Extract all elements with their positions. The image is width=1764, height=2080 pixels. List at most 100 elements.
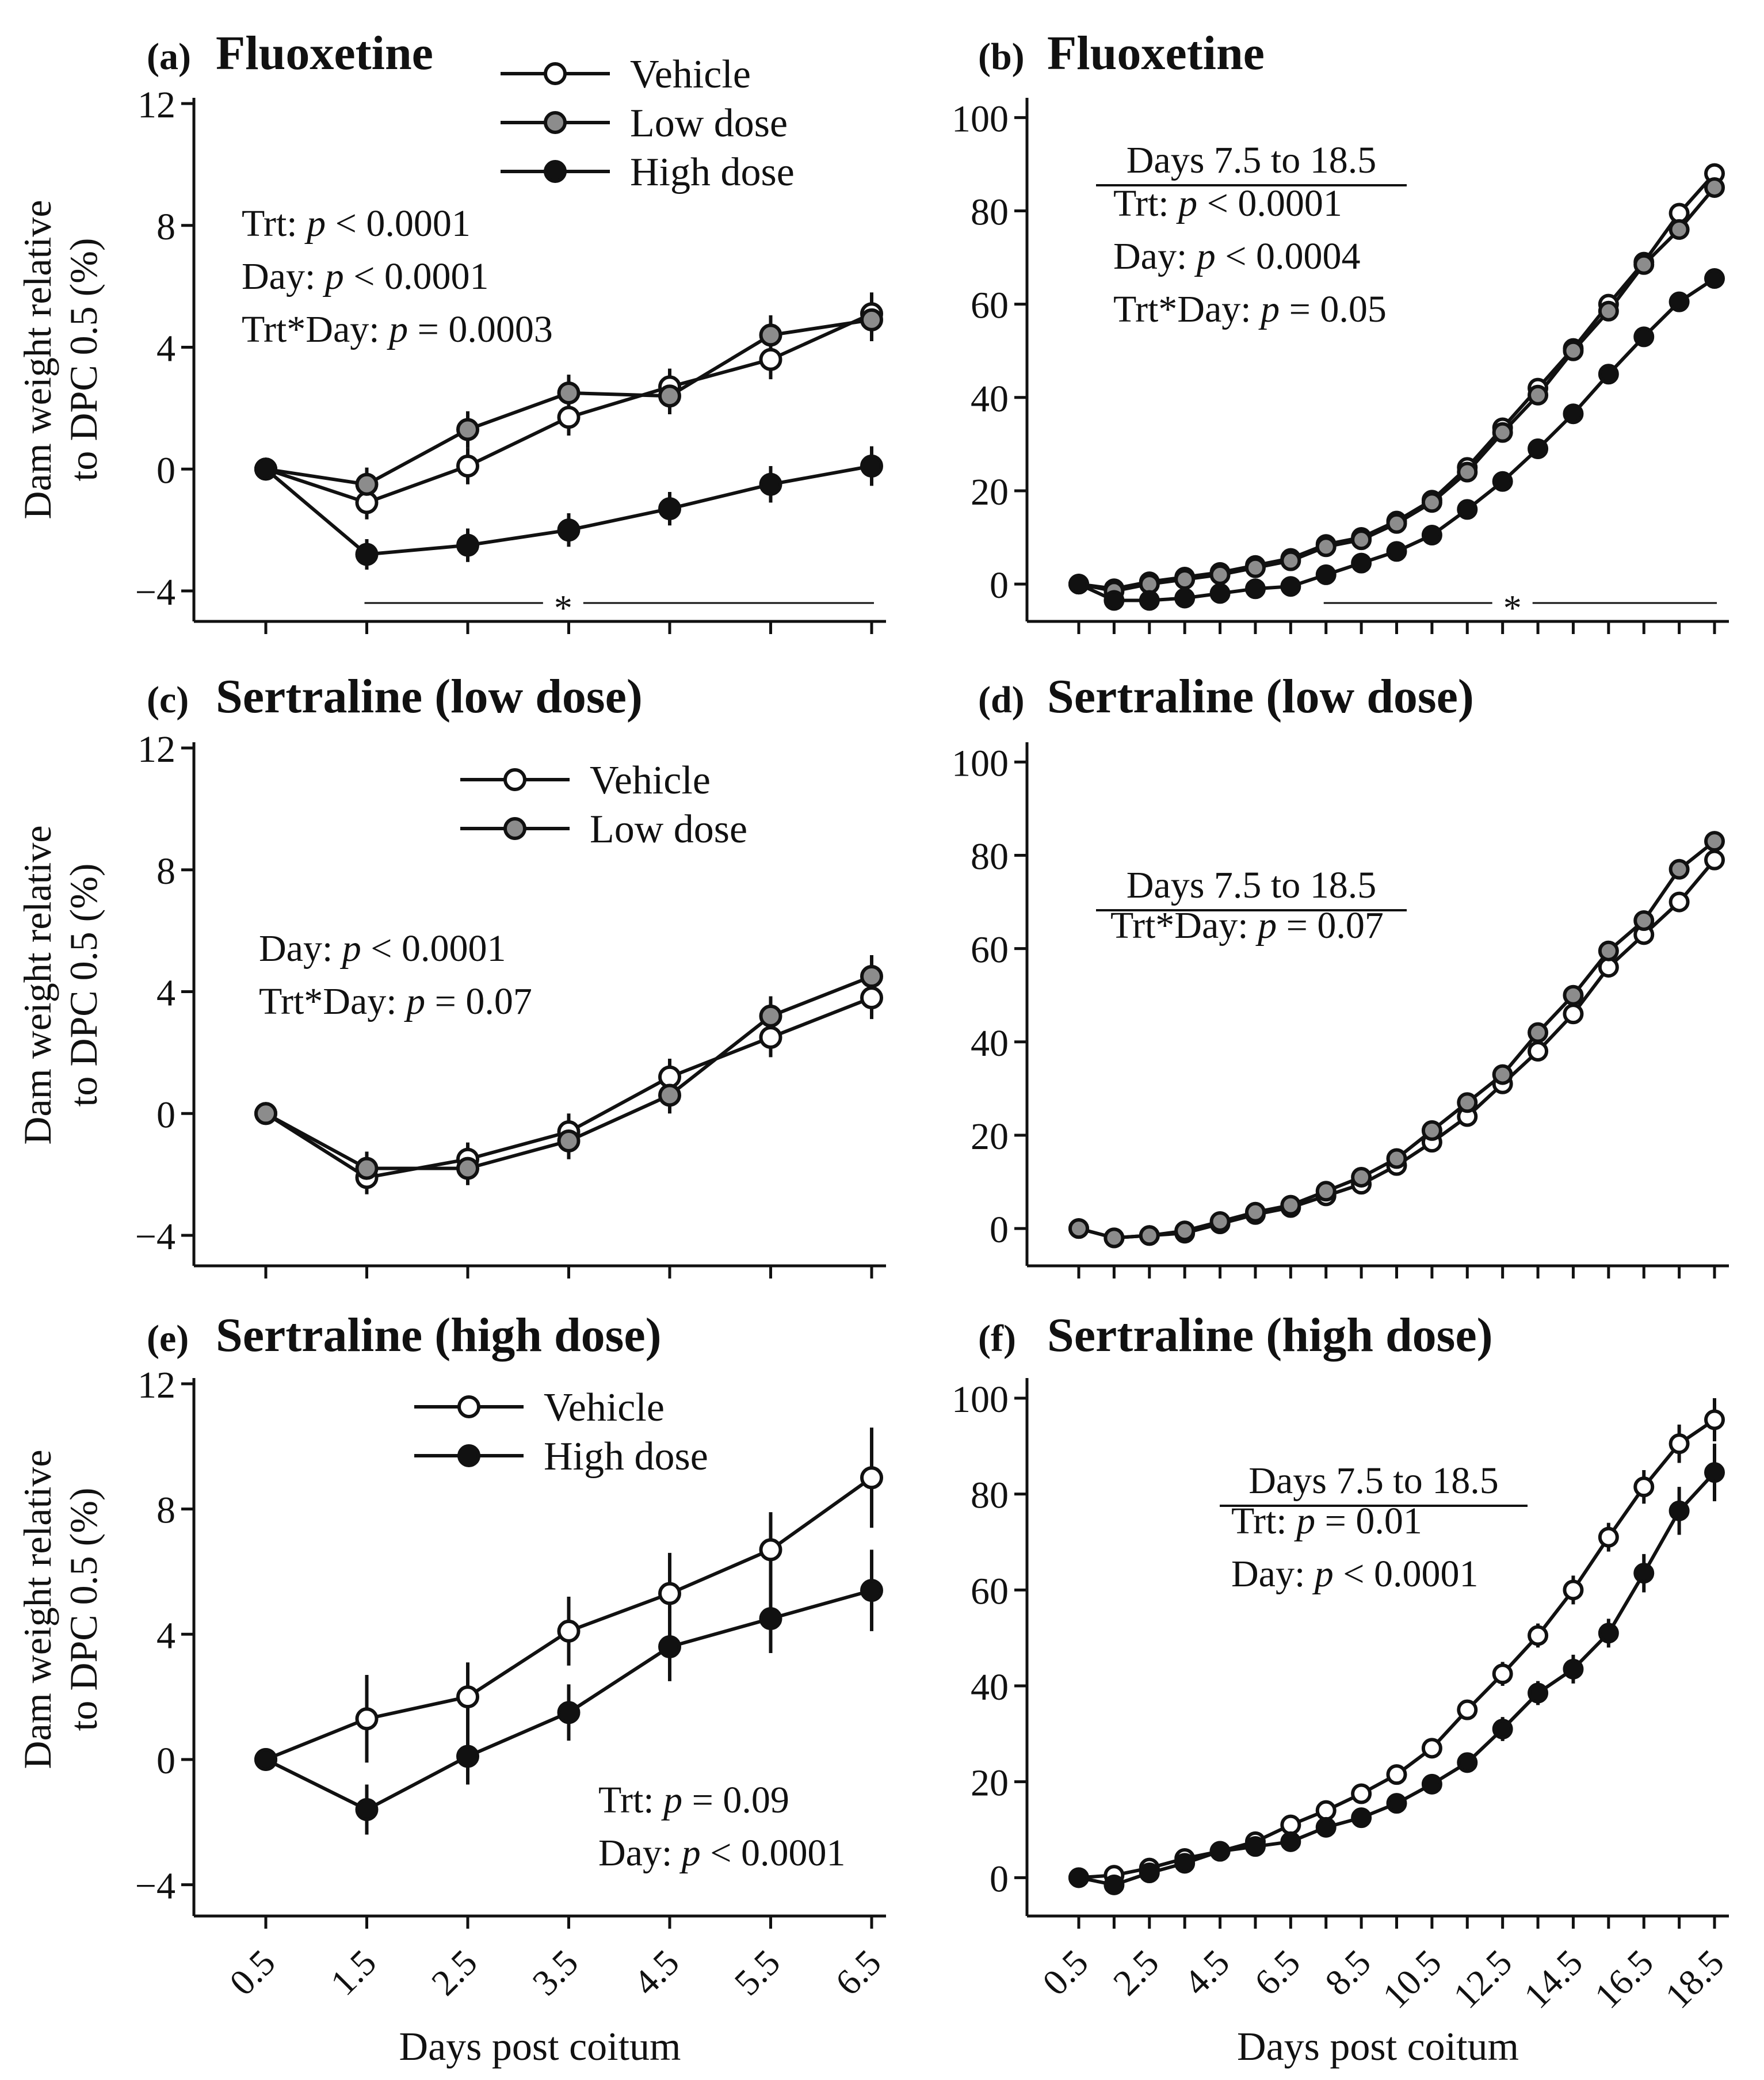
y-tick-label: 100 xyxy=(952,742,1009,784)
legend-marker xyxy=(544,62,567,85)
data-point xyxy=(254,457,277,481)
data-point xyxy=(1563,984,1584,1006)
data-point xyxy=(1209,1211,1231,1232)
panel-tag: (b) xyxy=(978,36,1025,78)
data-point xyxy=(456,1685,479,1709)
y-tick-label: 100 xyxy=(952,1379,1009,1421)
data-point xyxy=(1492,1064,1513,1085)
data-point xyxy=(1139,1863,1160,1883)
panel-title: Fluoxetine xyxy=(216,26,433,80)
data-point xyxy=(456,1157,479,1180)
panel-c: (c) Sertraline (low dose) −4 0 4 8 12 VehicleLo… xyxy=(135,670,886,1278)
stat-annotation: Trt: p = 0.01 xyxy=(1231,1500,1422,1542)
data-point xyxy=(1492,422,1513,443)
panel-tag: (f) xyxy=(978,1318,1016,1360)
data-point xyxy=(860,455,883,478)
data-point xyxy=(860,965,883,989)
data-point xyxy=(1244,578,1266,600)
legend-label: Low dose xyxy=(630,101,788,146)
y-tick-label: 40 xyxy=(971,1022,1009,1064)
y-tick-label: 0 xyxy=(990,564,1009,606)
data-point xyxy=(1492,1663,1513,1685)
legend-label: Low dose xyxy=(590,807,747,852)
data-point xyxy=(1421,1738,1442,1759)
data-point xyxy=(1068,1867,1089,1888)
y-tick-label: 12 xyxy=(138,1364,175,1406)
panel-title: Sertraline (high dose) xyxy=(1047,1308,1493,1362)
data-point xyxy=(1704,1462,1725,1483)
data-point xyxy=(1280,576,1301,597)
y-tick-label: 0 xyxy=(156,1094,175,1136)
data-point xyxy=(1704,1409,1725,1430)
data-point xyxy=(1598,1623,1619,1644)
stat-annotation: Trt*Day: p = 0.07 xyxy=(1110,904,1384,947)
stat-annotation: Day: p < 0.0004 xyxy=(1113,235,1361,277)
y-tick-label: 60 xyxy=(971,285,1009,327)
data-point xyxy=(456,533,479,557)
data-point xyxy=(1633,326,1655,348)
data-point xyxy=(860,308,883,331)
data-point xyxy=(658,1582,681,1605)
y-axis-label-line1: Dam weight relative xyxy=(16,825,59,1144)
stat-annotation: Trt: p = 0.09 xyxy=(598,1779,789,1821)
annotation-header: Days 7.5 to 18.5 xyxy=(1127,864,1376,906)
data-point xyxy=(1457,461,1478,483)
data-point xyxy=(1315,1816,1337,1838)
y-tick-label: 12 xyxy=(138,728,175,770)
data-point xyxy=(1421,1773,1442,1795)
y-tick-label: 20 xyxy=(971,471,1009,513)
data-point xyxy=(1351,1166,1372,1188)
data-point xyxy=(1104,1227,1125,1249)
panel-title: Sertraline (low dose) xyxy=(1047,670,1474,723)
data-point xyxy=(759,348,782,371)
data-point xyxy=(658,1083,681,1107)
data-point xyxy=(1104,590,1125,611)
significance-star: * xyxy=(1503,587,1522,628)
legend-marker xyxy=(457,1395,480,1418)
y-tick-label: 12 xyxy=(138,84,175,126)
y-tick-label: 40 xyxy=(971,378,1009,420)
data-point xyxy=(1528,1041,1549,1062)
data-point xyxy=(557,1701,581,1724)
data-point xyxy=(1386,541,1407,562)
data-point xyxy=(1068,574,1089,595)
x-axis-label: Days post coitum xyxy=(1237,2025,1519,2069)
data-point xyxy=(1633,254,1655,275)
stat-annotation: Day: p < 0.0001 xyxy=(242,255,489,297)
data-point xyxy=(1563,1579,1584,1601)
data-point xyxy=(860,1579,883,1602)
data-point xyxy=(1244,1836,1266,1857)
data-point xyxy=(1598,1526,1619,1548)
y-tick-label: −4 xyxy=(135,1216,175,1258)
data-point xyxy=(1386,1148,1407,1169)
data-point xyxy=(1492,1719,1513,1739)
y-tick-label: 60 xyxy=(971,1570,1009,1612)
data-point xyxy=(1704,268,1725,289)
data-point xyxy=(1315,1800,1337,1821)
data-point xyxy=(1668,1433,1690,1455)
panel-b: (b) Fluoxetine 0 20 40 60 80 100 Days 7.5 to 18.… xyxy=(952,26,1729,634)
data-point xyxy=(1139,590,1160,611)
data-point xyxy=(1315,564,1337,585)
data-point xyxy=(1704,849,1725,871)
stat-annotation: Trt: p < 0.0001 xyxy=(242,203,471,245)
legend-label: Vehicle xyxy=(590,758,711,803)
y-axis-label-line1: Dam weight relative xyxy=(16,1449,59,1769)
data-point xyxy=(759,1004,782,1028)
data-point xyxy=(1244,1201,1266,1223)
data-point xyxy=(254,1747,277,1771)
data-point xyxy=(759,1025,782,1049)
data-point xyxy=(1633,1476,1655,1498)
legend-marker xyxy=(544,111,567,134)
stat-annotation: Day: p < 0.0001 xyxy=(598,1832,846,1874)
data-point xyxy=(1386,513,1407,534)
legend-label: High dose xyxy=(544,1434,708,1479)
y-axis-label-line2: to DPC 0.5 (%) xyxy=(62,1487,105,1731)
data-point xyxy=(658,384,681,408)
data-point xyxy=(1528,1022,1549,1043)
data-point xyxy=(557,406,581,429)
stat-annotation: Trt*Day: p = 0.05 xyxy=(1113,288,1387,330)
data-point xyxy=(1492,471,1513,492)
data-point xyxy=(355,543,379,566)
